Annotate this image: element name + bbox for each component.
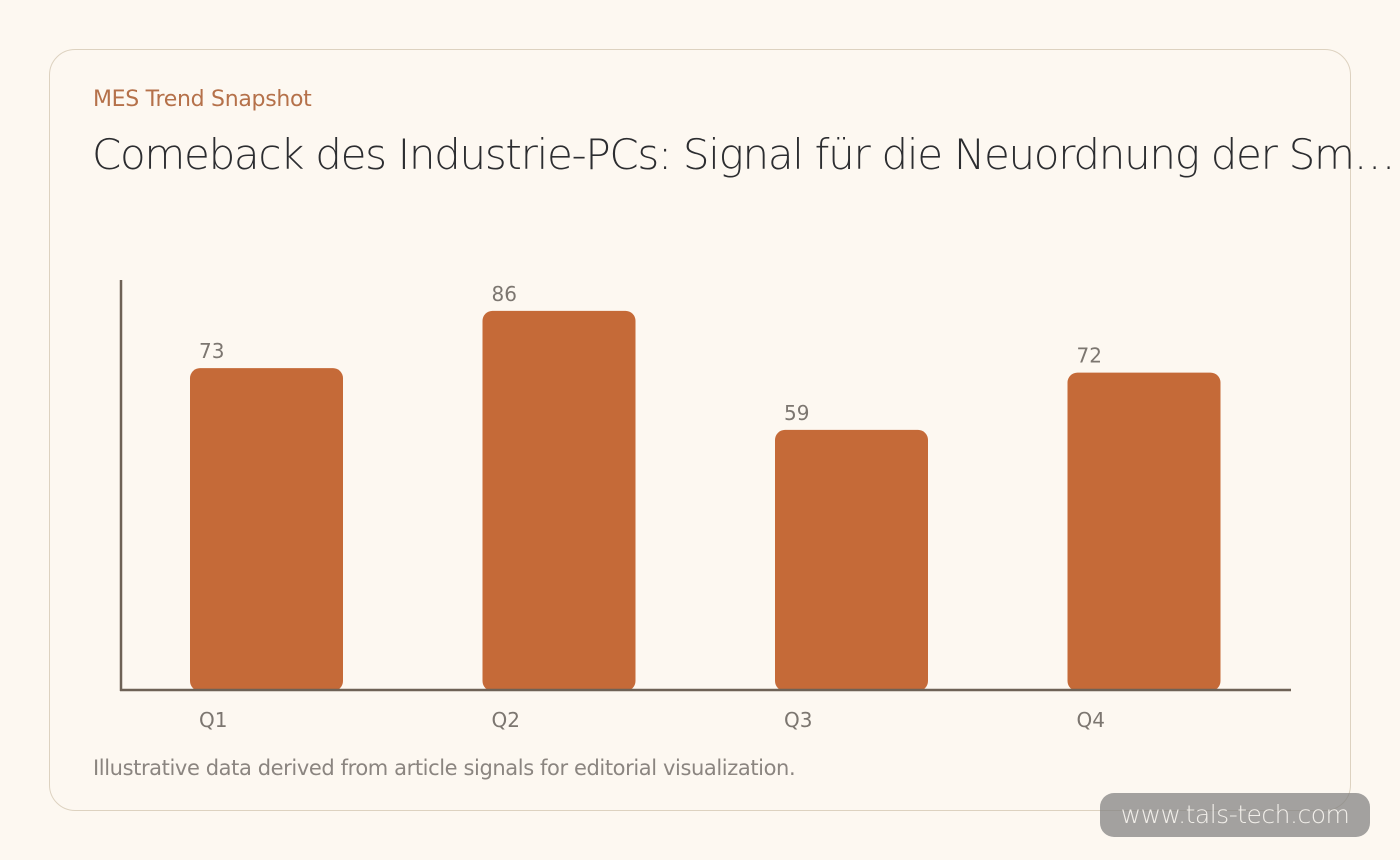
bar-q2 <box>482 310 636 691</box>
value-label-q4: 72 <box>1077 344 1102 368</box>
category-label-q3: Q3 <box>784 708 812 732</box>
footnote: Illustrative data derived from article s… <box>93 756 796 780</box>
bar-q3 <box>775 429 928 691</box>
value-label-q3: 59 <box>784 401 809 425</box>
category-label-q1: Q1 <box>199 708 227 732</box>
bars-layer: 73 Q1 86 Q2 59 Q3 72 Q4 <box>190 282 1221 732</box>
category-label-q2: Q2 <box>492 708 520 732</box>
watermark-badge: www.tals-tech.com <box>1100 793 1370 837</box>
value-label-q2: 86 <box>492 282 517 306</box>
category-label-q4: Q4 <box>1077 708 1105 732</box>
bar-q1 <box>190 368 343 691</box>
bar-q4 <box>1067 372 1221 691</box>
eyebrow-label: MES Trend Snapshot <box>93 87 312 112</box>
value-label-q1: 73 <box>199 339 224 363</box>
